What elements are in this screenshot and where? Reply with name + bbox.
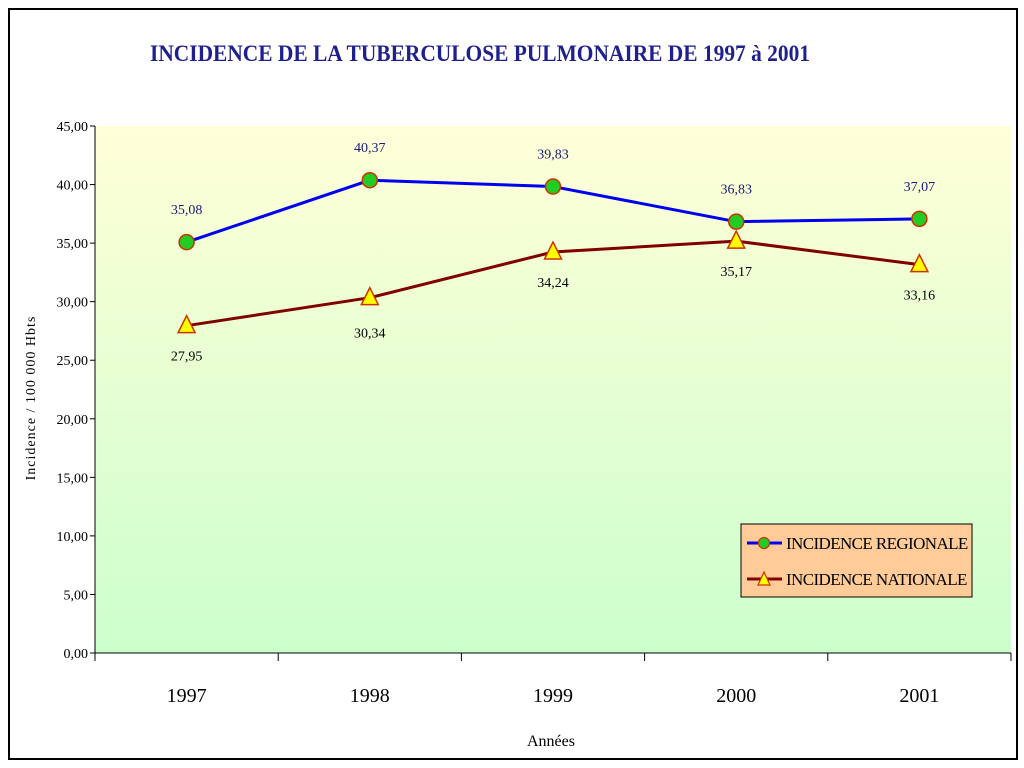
series-layer: 35,08 40,37 39,83 36,83 37,07 27,95 30,34 34,24…	[171, 141, 935, 364]
data-point-regionale	[178, 233, 195, 251]
data-label-nationale: 35,17	[720, 265, 752, 280]
data-label-regionale: 40,37	[354, 141, 386, 156]
y-tick-label: 5,00	[64, 588, 89, 603]
y-tick-label: 40,00	[57, 179, 89, 194]
data-point-regionale	[911, 210, 928, 228]
data-point-nationale	[176, 313, 197, 334]
x-tick-label: 1999	[533, 685, 573, 707]
legend-label-regionale: INCIDENCE REGIONALE	[786, 534, 968, 553]
legend: INCIDENCE REGIONALE INCIDENCE NATIONALE	[740, 523, 973, 598]
legend-marker-regionale	[757, 536, 771, 550]
data-point-regionale	[727, 213, 745, 230]
x-tick-label: 2000	[716, 685, 756, 707]
y-tick-label: 10,00	[57, 530, 89, 545]
y-tick-label: 25,00	[57, 354, 89, 369]
data-label-regionale: 35,08	[171, 203, 203, 218]
chart-title: INCIDENCE DE LA TUBERCULOSE PULMONAIRE D…	[150, 41, 810, 66]
data-point-regionale	[544, 178, 562, 195]
data-label-nationale: 34,24	[537, 276, 569, 291]
x-axis-title: Années	[527, 733, 575, 750]
data-label-nationale: 27,95	[171, 350, 203, 365]
x-tick-label: 1997	[167, 685, 207, 707]
data-point-nationale	[543, 240, 563, 260]
legend-marker-nationale	[757, 570, 771, 586]
chart-frame: INCIDENCE DE LA TUBERCULOSE PULMONAIRE D…	[8, 8, 1018, 760]
data-point-regionale	[361, 171, 379, 189]
y-tick-label: 45,00	[57, 120, 89, 135]
x-tick-label: 2001	[899, 685, 939, 707]
y-tick-label: 0,00	[64, 647, 89, 662]
data-label-nationale: 30,34	[354, 327, 386, 342]
data-label-regionale: 36,83	[720, 183, 752, 198]
axes: 0,00 5,00 10,00 15,00 20,00 25,00 30,00 35,00 40…	[57, 120, 1012, 707]
data-point-nationale	[726, 229, 746, 249]
y-tick-label: 20,00	[57, 413, 89, 428]
data-point-nationale	[360, 286, 380, 306]
y-axis-title: Incidence / 100 000 Hbts	[24, 316, 39, 481]
data-label-nationale: 33,16	[904, 289, 936, 304]
x-tick-label: 1998	[350, 685, 390, 707]
y-tick-label: 15,00	[57, 471, 89, 486]
y-tick-label: 30,00	[57, 296, 89, 311]
data-point-nationale	[909, 252, 930, 273]
y-tick-label: 35,00	[57, 237, 89, 252]
chart-svg: INCIDENCE DE LA TUBERCULOSE PULMONAIRE D…	[24, 41, 1012, 750]
data-label-regionale: 37,07	[904, 180, 936, 195]
legend-label-nationale: INCIDENCE NATIONALE	[786, 570, 967, 589]
data-label-regionale: 39,83	[537, 148, 569, 163]
legend-box	[740, 523, 973, 598]
